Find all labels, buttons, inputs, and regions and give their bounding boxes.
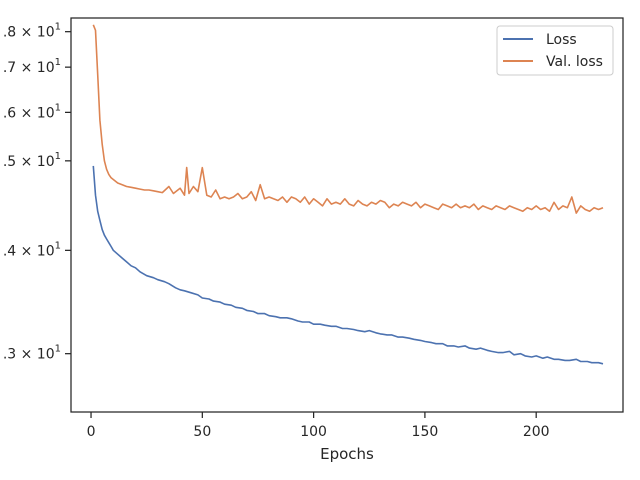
y-axis: .3 × 101 .4 × 101 .5 × 101 .6 × 101 .7 × 101… (3, 22, 71, 363)
x-tick-label: 100 (300, 424, 327, 440)
series-line-loss (92, 165, 604, 365)
x-tick-label: 50 (193, 424, 211, 440)
series-line-val-loss (92, 24, 604, 214)
y-tick-label: .5 × 101 (3, 151, 61, 170)
x-tick-label: 0 (87, 424, 96, 440)
y-tick-label: .6 × 101 (3, 102, 61, 121)
y-tick-label: .7 × 101 (3, 57, 61, 76)
x-axis: 0 50 100 150 200 (87, 412, 550, 440)
x-tick-label: 200 (523, 424, 550, 440)
legend: Loss Val. loss (496, 25, 614, 76)
y-tick-label: .8 × 101 (3, 22, 61, 41)
plot-area (70, 17, 624, 413)
x-tick-label: 150 (412, 424, 439, 440)
x-axis-label: Epochs (320, 445, 374, 463)
legend-label-val-loss: Val. loss (546, 54, 603, 70)
legend-label-loss: Loss (546, 32, 577, 48)
y-tick-label: .4 × 101 (3, 240, 61, 259)
y-tick-label: .3 × 101 (3, 344, 61, 363)
plot-frame (70, 17, 624, 413)
